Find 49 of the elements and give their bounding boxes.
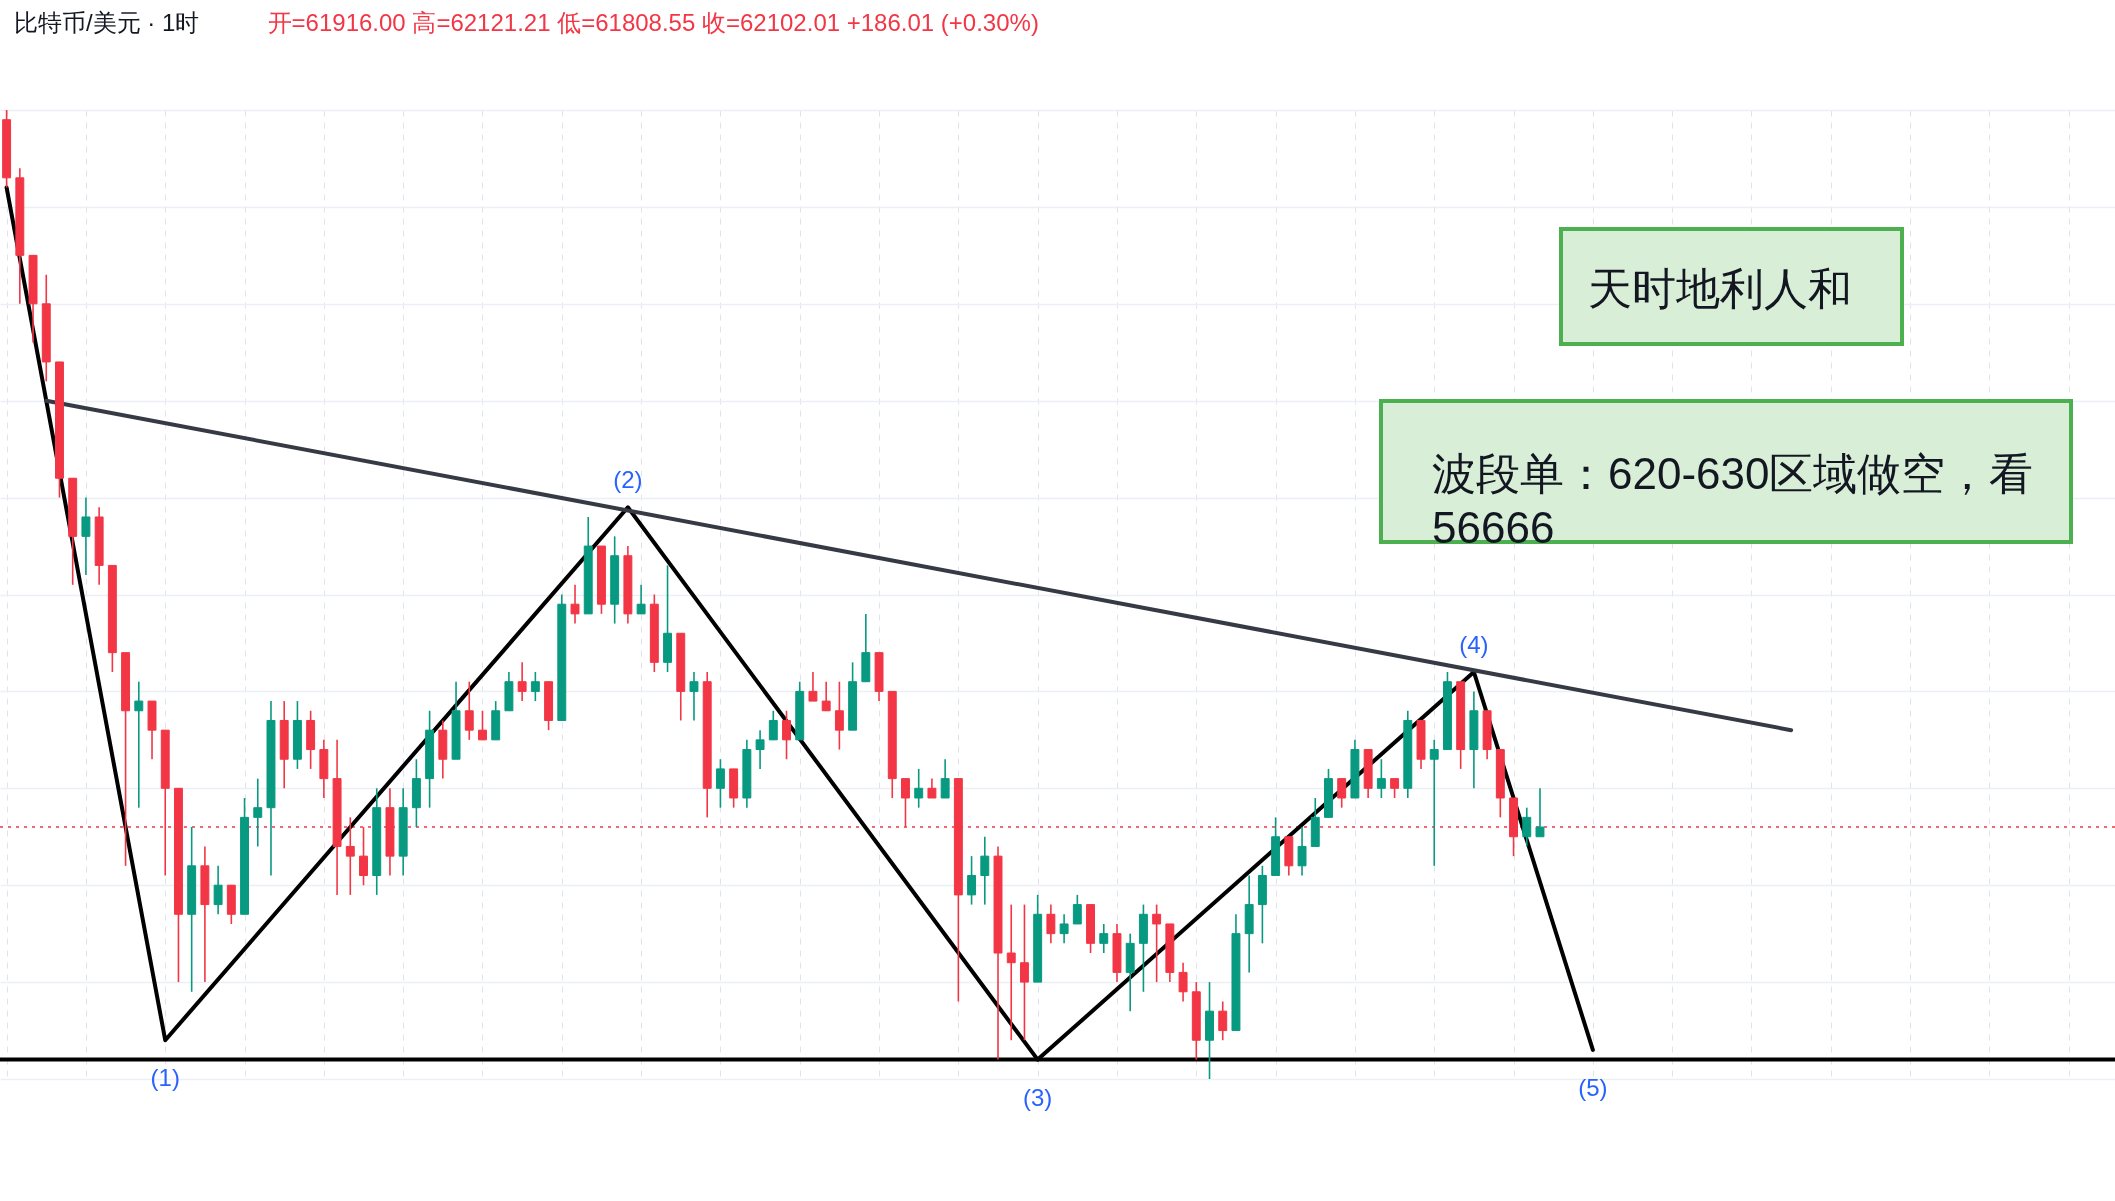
candlestick [464, 680, 474, 741]
candlestick [1337, 777, 1347, 809]
chart-subtitle: 开=61916.00 高=62121.21 低=61808.55 收=62102.01 +186.01 (+0.30%) [267, 9, 1039, 36]
candlestick [927, 777, 937, 799]
candlestick [1218, 1000, 1228, 1042]
candlestick [1019, 903, 1029, 1042]
candlestick [345, 816, 355, 896]
annotation: (2) [613, 466, 643, 494]
candlestick [213, 865, 223, 916]
candlestick [1429, 739, 1439, 867]
candlestick [134, 680, 144, 809]
candlestick [570, 584, 580, 625]
candlestick [1297, 826, 1307, 877]
annotation: (1) [150, 1064, 180, 1092]
annotation: (4) [1459, 631, 1489, 659]
candlestick [517, 661, 527, 702]
candlestick [755, 729, 765, 770]
candlestick [1099, 923, 1109, 954]
candlestick [715, 758, 725, 809]
candlestick [530, 671, 540, 702]
annotation: (3) [1023, 1083, 1053, 1111]
candlestick [1376, 758, 1386, 799]
candlestick [980, 835, 990, 906]
chart-title: 比特币/美元 · 1时 [14, 9, 200, 36]
candlestick [1006, 903, 1016, 1042]
candlestick [1390, 777, 1400, 799]
candlestick [1178, 961, 1188, 1003]
candlestick [834, 680, 844, 751]
candlestick [689, 671, 699, 722]
annotation: (5) [1578, 1073, 1608, 1101]
candlestick [478, 709, 487, 741]
candlestick [1535, 787, 1545, 838]
candlestick [914, 768, 924, 809]
annotation: 天时地利人和 [1588, 263, 1852, 313]
candlestick [1059, 913, 1069, 945]
candlestick [81, 496, 91, 576]
candlestick [940, 758, 950, 799]
candlestick [1046, 903, 1056, 945]
candlestick [967, 855, 977, 906]
candlestick [253, 777, 263, 848]
candlestick [768, 709, 778, 741]
candlestick [1072, 894, 1082, 925]
candlestick [1522, 806, 1532, 848]
candlestick [808, 671, 818, 702]
annotation: 波段单：620-630区域做空，看56666 [1432, 448, 2034, 552]
candlestick [636, 584, 646, 615]
candlestick [1152, 903, 1162, 983]
candlestick [782, 709, 791, 761]
candlestick [821, 680, 831, 712]
